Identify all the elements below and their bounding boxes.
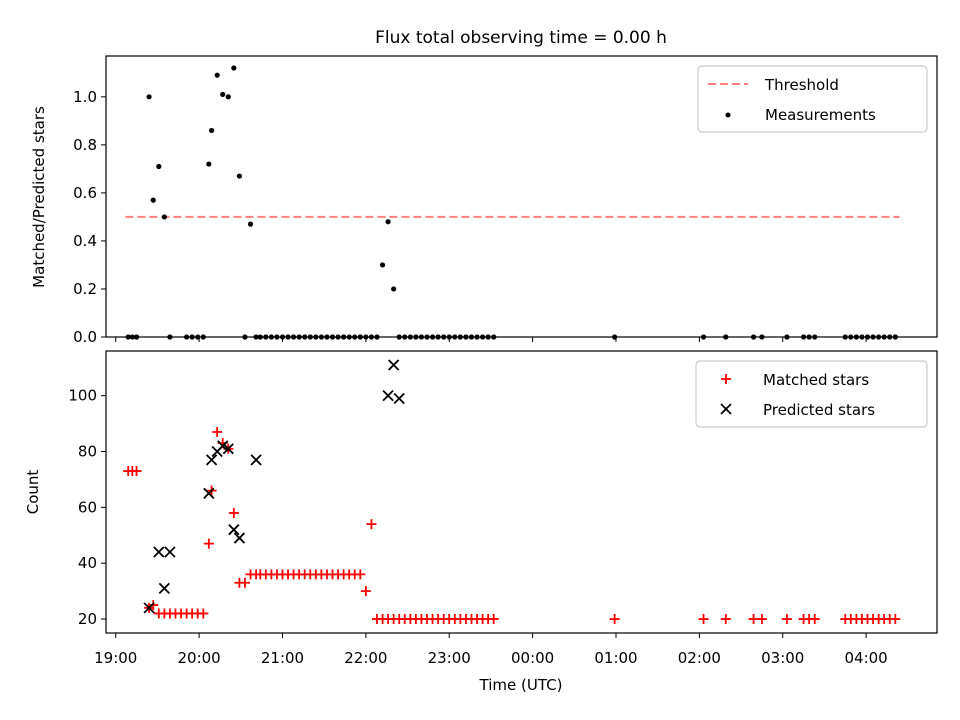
measurement-point xyxy=(146,94,152,100)
predicted-star-marker xyxy=(158,582,171,594)
x-tick-label: 04:00 xyxy=(845,649,888,667)
legend-measurements-swatch xyxy=(725,112,731,118)
predicted-star-marker xyxy=(222,443,234,455)
matched-star-marker xyxy=(131,466,142,477)
matched-star-marker xyxy=(198,608,209,619)
predicted-star-marker xyxy=(228,524,240,536)
matched-star-marker xyxy=(239,577,250,588)
x-tick-label: 02:00 xyxy=(678,649,721,667)
x-tick-label: 19:00 xyxy=(94,649,137,667)
bottom-y-tick-label: 60 xyxy=(78,498,97,516)
matched-star-marker xyxy=(781,614,792,625)
x-tick-label: 22:00 xyxy=(344,649,387,667)
top-y-tick-label: 0.2 xyxy=(73,280,97,298)
bottom-subplot: Count Time (UTC) 20 40 60 80 100 19:00 20:00 21… xyxy=(24,350,938,694)
matched-star-marker xyxy=(212,426,223,437)
top-axes-frame xyxy=(105,55,938,338)
top-y-tick-label: 0.4 xyxy=(73,232,97,250)
top-y-axis-label: Matched/Predicted stars xyxy=(30,106,48,288)
matched-star-marker xyxy=(609,614,620,625)
predicted-star-marker xyxy=(382,390,394,402)
legend-predicted-label: Predicted stars xyxy=(763,401,875,419)
measurement-point xyxy=(161,214,167,220)
matched-star-marker xyxy=(756,614,767,625)
measurement-point xyxy=(379,262,386,268)
measurement-point xyxy=(214,72,220,78)
matched-star-marker xyxy=(809,614,820,625)
bottom-y-tick-label: 100 xyxy=(68,387,97,405)
matched-star-marker xyxy=(698,614,709,625)
bottom-y-axis-label: Count xyxy=(24,470,42,515)
chart-title: Flux total observing time = 0.00 h xyxy=(375,28,667,48)
matched-star-marker xyxy=(355,569,366,580)
x-axis-label: Time (UTC) xyxy=(479,676,563,694)
measurement-point xyxy=(206,161,212,167)
x-tick-label: 21:00 xyxy=(261,649,304,667)
predicted-star-marker xyxy=(153,546,165,558)
bottom-y-tick-label: 80 xyxy=(78,443,97,461)
predicted-star-marker xyxy=(205,454,218,466)
bottom-y-tick-label: 40 xyxy=(78,554,97,572)
matched-star-marker xyxy=(748,614,759,625)
legend-measurements-label: Measurements xyxy=(765,106,876,124)
predicted-star-marker xyxy=(388,359,400,371)
top-legend-box xyxy=(697,65,928,133)
measurement-point xyxy=(247,221,254,227)
measurement-point xyxy=(231,65,237,71)
measurement-point xyxy=(236,173,243,179)
top-y-tick-label: 1.0 xyxy=(73,88,97,106)
matched-star-marker xyxy=(148,600,159,611)
x-tick-label: 20:00 xyxy=(177,649,220,667)
top-axis-ticks: 0.0 0.2 0.4 0.6 0.8 1.0 xyxy=(73,88,867,346)
legend-predicted-swatch xyxy=(720,403,732,415)
x-tick-label: 03:00 xyxy=(761,649,804,667)
measurement-point xyxy=(225,94,231,100)
matched-star-marker xyxy=(366,519,377,530)
matched-star-marker xyxy=(488,614,499,625)
matched-star-marker xyxy=(228,507,239,518)
measurement-point xyxy=(220,91,226,98)
measurement-point xyxy=(385,219,391,225)
top-y-tick-label: 0.8 xyxy=(73,136,97,154)
top-y-tick-label: 0.0 xyxy=(73,328,97,346)
measurement-point xyxy=(156,163,162,170)
legend-threshold-label: Threshold xyxy=(764,76,839,94)
x-tick-label: 00:00 xyxy=(511,649,554,667)
bottom-axis-ticks: 20 40 60 80 100 19:00 20:00 21:00 22:00 23:00 00:0… xyxy=(68,387,887,667)
measurement-point xyxy=(209,127,215,134)
legend-matched-swatch xyxy=(721,374,731,384)
bottom-plot-marks xyxy=(123,359,901,625)
predicted-star-marker xyxy=(233,532,246,544)
bottom-axes-frame xyxy=(105,350,938,634)
predicted-star-marker xyxy=(164,546,176,558)
measurement-point xyxy=(150,197,156,203)
matched-star-marker xyxy=(360,586,371,597)
legend-matched-label: Matched stars xyxy=(763,371,869,389)
matched-star-marker xyxy=(890,614,901,625)
predicted-star-marker xyxy=(393,392,405,405)
bottom-legend: Matched stars Predicted stars xyxy=(695,360,928,428)
x-tick-label: 01:00 xyxy=(594,649,637,667)
predicted-star-marker xyxy=(250,454,262,466)
top-subplot: Flux total observing time = 0.00 h Match… xyxy=(30,28,938,346)
matched-star-marker xyxy=(720,614,731,625)
x-tick-label: 23:00 xyxy=(428,649,471,667)
predicted-star-marker xyxy=(203,487,215,500)
bottom-y-tick-label: 20 xyxy=(78,610,97,628)
bottom-legend-box xyxy=(695,360,928,428)
measurement-point xyxy=(391,286,397,292)
predicted-star-marker xyxy=(217,440,229,452)
predicted-star-marker xyxy=(143,602,155,614)
top-y-tick-label: 0.6 xyxy=(73,184,97,202)
matched-star-marker xyxy=(203,538,214,549)
top-legend: Threshold Measurements xyxy=(697,65,928,133)
